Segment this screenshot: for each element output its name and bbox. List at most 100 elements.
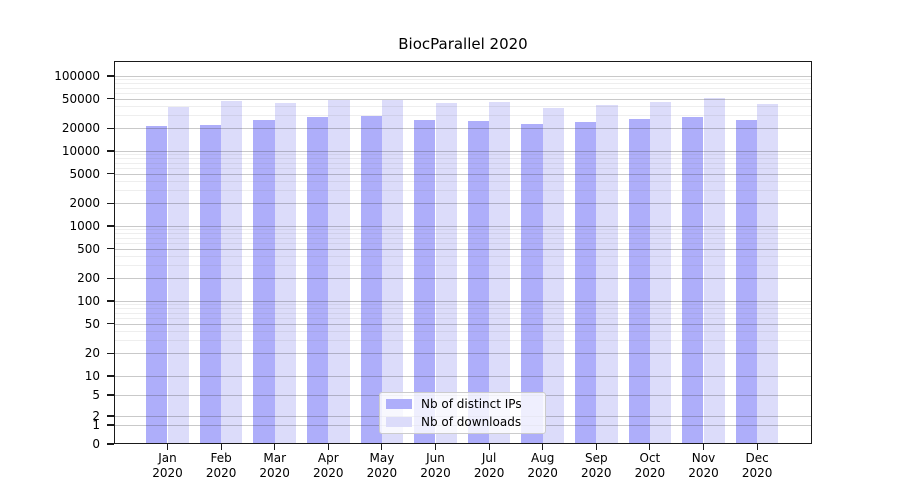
- y-tick-label: 5: [92, 388, 100, 402]
- x-tick-mark: [756, 444, 758, 450]
- x-tick-month: Dec: [745, 451, 769, 465]
- x-tick-label: Mar 2020: [247, 451, 303, 481]
- gridline-minor: [115, 154, 811, 156]
- y-tick-mark: [107, 322, 114, 325]
- x-tick-label: Jan 2020: [140, 451, 196, 481]
- y-tick-mark: [107, 75, 114, 77]
- gridline-major: [115, 226, 811, 227]
- bar-distinct-ips: [199, 124, 222, 444]
- bar-downloads: [596, 104, 618, 444]
- y-tick-label: 1: [92, 418, 100, 432]
- x-tick-year: 2020: [473, 466, 505, 480]
- x-tick-year: 2020: [152, 466, 183, 480]
- y-tick-mark: [107, 202, 114, 204]
- gridline-minor: [115, 115, 811, 117]
- gridline-major: [115, 248, 811, 250]
- gridline-major: [115, 376, 811, 377]
- bar-distinct-ips: [467, 120, 490, 444]
- gridline-major: [115, 173, 811, 175]
- y-tick-label: 5000: [69, 166, 100, 181]
- x-tick-mark: [434, 444, 437, 450]
- legend: Nb of distinct IPs Nb of downloads: [379, 392, 546, 434]
- y-tick-mark: [107, 424, 114, 426]
- bar-downloads: [542, 107, 565, 444]
- x-tick-label: May 2020: [354, 451, 410, 481]
- legend-item-downloads: Nb of downloads: [386, 414, 539, 430]
- gridline-minor: [115, 229, 811, 231]
- y-tick-mark: [107, 97, 114, 100]
- y-tick-mark: [107, 277, 114, 279]
- gridline-major: [115, 151, 811, 152]
- gridline-minor: [115, 304, 811, 306]
- x-tick-mark: [649, 444, 651, 450]
- y-tick-mark: [107, 375, 114, 377]
- y-tick-label: 10: [84, 369, 100, 383]
- bar-distinct-ips: [628, 118, 650, 444]
- gridline-minor: [115, 340, 811, 342]
- x-tick-mark: [542, 444, 544, 450]
- y-tick-label: 2000: [69, 196, 100, 211]
- x-tick-mark: [595, 444, 597, 450]
- bar-downloads: [757, 104, 779, 444]
- x-tick-year: 2020: [741, 466, 773, 480]
- legend-item-distinct-ips: Nb of distinct IPs: [386, 396, 539, 412]
- x-tick-year: 2020: [581, 466, 612, 480]
- legend-label-distinct-ips: Nb of distinct IPs: [421, 397, 522, 412]
- gridline-major: [115, 98, 811, 100]
- gridline-minor: [115, 312, 811, 314]
- bar-downloads: [274, 102, 297, 444]
- bar-distinct-ips: [521, 123, 543, 444]
- x-tick-month: Jan: [158, 451, 177, 465]
- bar-distinct-ips: [682, 116, 704, 444]
- bar-downloads: [435, 102, 457, 444]
- gridline-minor: [115, 162, 811, 164]
- x-tick-year: 2020: [205, 466, 237, 480]
- gridline-minor: [115, 330, 811, 332]
- y-tick-mark: [107, 415, 114, 417]
- gridline-minor: [115, 83, 811, 85]
- bar-distinct-ips: [735, 119, 758, 444]
- x-tick-month: Feb: [210, 451, 232, 465]
- x-tick-mark: [702, 444, 705, 450]
- x-tick-month: Sep: [584, 451, 608, 465]
- bar-distinct-ips: [414, 119, 436, 444]
- x-tick-year: 2020: [688, 466, 719, 480]
- bar-downloads: [167, 107, 189, 444]
- x-tick-month: Mar: [263, 451, 286, 465]
- bar-downloads: [328, 100, 350, 444]
- x-tick-month: May: [369, 451, 395, 465]
- x-tick-mark: [274, 444, 276, 450]
- gridline-minor: [115, 92, 811, 94]
- gridline-minor: [115, 255, 811, 257]
- bar-downloads: [381, 99, 404, 444]
- gridline-major: [115, 353, 811, 355]
- y-tick-mark: [107, 172, 114, 175]
- y-tick-mark: [107, 127, 114, 129]
- x-tick-year: 2020: [527, 466, 558, 480]
- y-tick-label: 20: [84, 346, 100, 361]
- gridline-minor: [115, 237, 811, 239]
- gridline-minor: [115, 167, 811, 169]
- y-tick-label: 1000: [69, 219, 100, 233]
- gridline-minor: [115, 180, 811, 182]
- gridline-minor: [115, 158, 811, 160]
- legend-label-downloads: Nb of downloads: [421, 414, 522, 429]
- y-tick-mark: [107, 225, 114, 227]
- x-tick-mark: [327, 444, 329, 450]
- y-tick-mark: [107, 247, 114, 250]
- x-tick-mark: [220, 444, 222, 450]
- gridline-major: [115, 323, 811, 325]
- x-tick-label: Aug 2020: [515, 451, 571, 481]
- chart-title: BiocParallel 2020: [398, 35, 528, 53]
- gridline-minor: [115, 317, 811, 319]
- y-tick-mark: [107, 300, 114, 302]
- y-tick-mark: [107, 394, 114, 396]
- bar-distinct-ips: [306, 116, 329, 444]
- x-tick-mark: [166, 444, 169, 450]
- bar-distinct-ips: [146, 126, 168, 444]
- x-tick-label: Dec 2020: [729, 451, 785, 481]
- y-tick-label: 10000: [61, 144, 100, 158]
- y-tick-label: 100: [77, 294, 100, 308]
- y-tick-label: 200: [77, 271, 100, 286]
